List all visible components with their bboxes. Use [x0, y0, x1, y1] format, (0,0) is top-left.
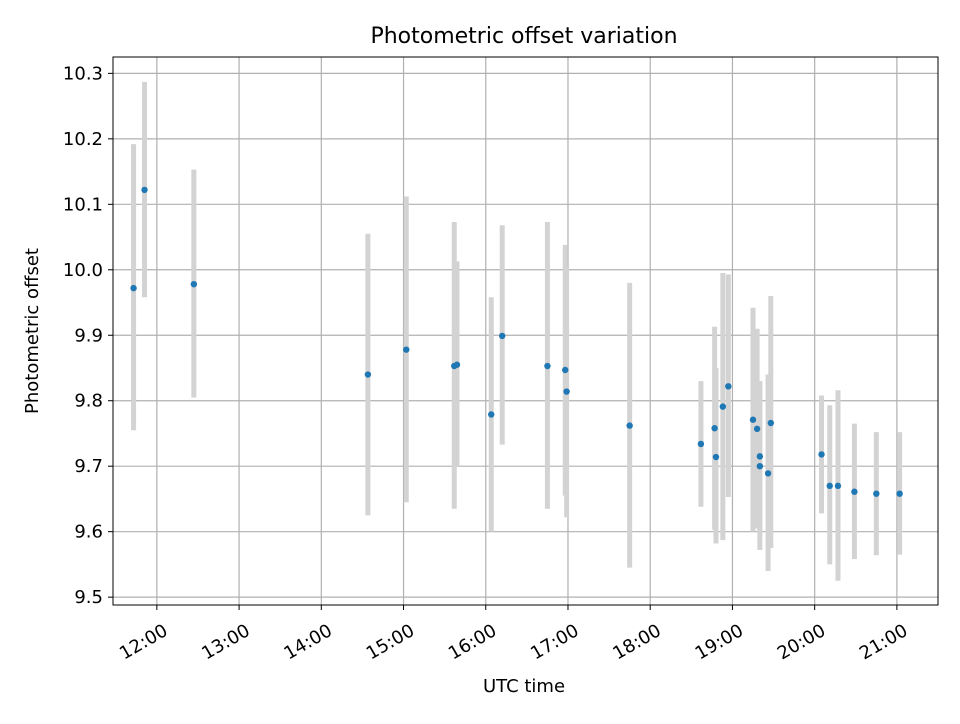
- data-point: [896, 490, 903, 497]
- y-tick-label: 9.8: [74, 391, 103, 412]
- y-tick-label: 9.6: [74, 522, 103, 543]
- data-point: [453, 361, 461, 368]
- x-axis-label: UTC time: [483, 676, 565, 697]
- data-point: [719, 403, 727, 410]
- chart-title: Photometric offset variation: [370, 24, 677, 49]
- grid-layer: [113, 57, 938, 605]
- data-point: [403, 346, 410, 353]
- data-point: [190, 280, 198, 288]
- data-point: [851, 488, 858, 495]
- data-point: [499, 332, 506, 340]
- data-point: [764, 470, 772, 477]
- data-point: [563, 388, 570, 395]
- y-tick-label: 9.5: [74, 587, 103, 608]
- data-point: [364, 371, 372, 378]
- data-point: [141, 186, 148, 194]
- y-tick-label: 10.3: [63, 63, 103, 84]
- point-layer: [130, 186, 903, 497]
- data-point: [767, 419, 775, 427]
- data-point: [712, 453, 720, 461]
- data-point: [756, 453, 764, 460]
- data-point: [818, 451, 825, 458]
- data-point: [834, 482, 842, 490]
- data-point: [826, 482, 833, 490]
- data-point: [562, 366, 569, 374]
- y-tick-label: 10.0: [63, 260, 103, 281]
- data-point: [626, 422, 633, 429]
- data-point: [697, 440, 705, 448]
- data-point: [544, 362, 551, 370]
- data-point: [130, 284, 137, 292]
- y-axis-label: Photometric offset: [22, 248, 43, 414]
- y-tick-label: 9.9: [74, 325, 103, 346]
- plot-frame: [112, 56, 939, 606]
- data-point: [488, 411, 495, 418]
- data-point: [756, 462, 764, 470]
- data-point: [753, 425, 761, 433]
- y-tick-label: 10.1: [63, 194, 103, 215]
- y-tick-label: 10.2: [63, 129, 103, 150]
- data-point: [749, 416, 757, 423]
- y-tick-label: 9.7: [74, 456, 103, 477]
- data-point: [873, 490, 880, 497]
- data-point: [725, 383, 732, 390]
- data-point: [711, 425, 718, 432]
